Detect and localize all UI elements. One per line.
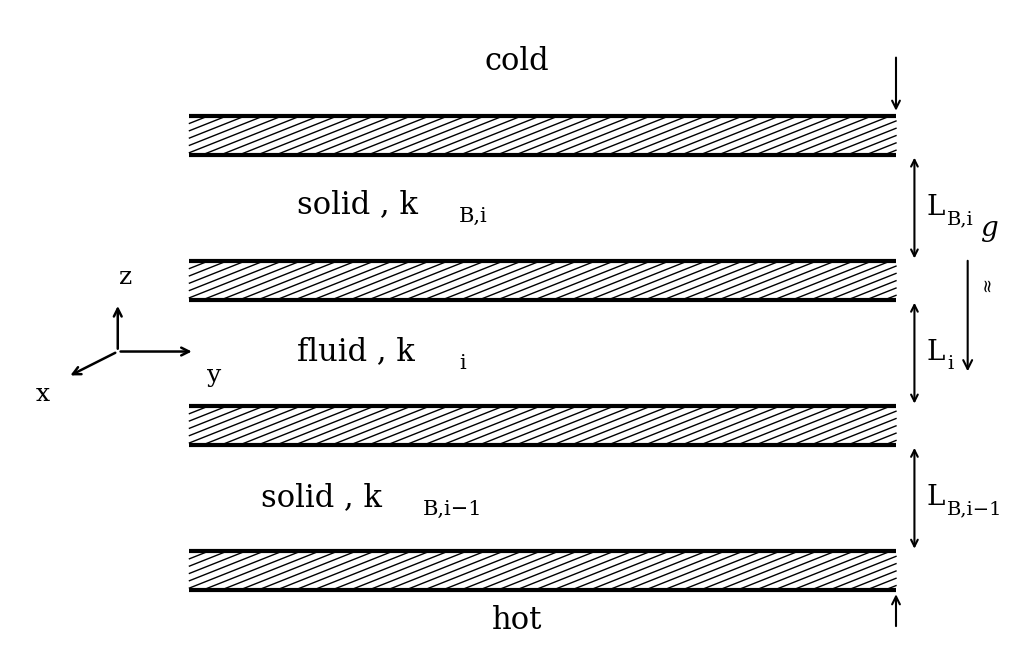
Text: B,i: B,i (459, 206, 487, 226)
Text: L: L (927, 339, 945, 366)
Text: i: i (947, 355, 953, 373)
Text: L: L (927, 484, 945, 511)
Text: z: z (120, 266, 132, 289)
Text: ≈: ≈ (979, 277, 997, 292)
Text: cold: cold (484, 46, 550, 77)
Text: B,i−1: B,i−1 (423, 500, 482, 519)
Text: L: L (927, 194, 945, 221)
Text: B,i−1: B,i−1 (947, 501, 1002, 519)
Text: B,i: B,i (947, 210, 974, 228)
Text: g: g (980, 215, 997, 242)
Text: solid , k: solid , k (261, 482, 382, 513)
Text: fluid , k: fluid , k (297, 336, 415, 367)
Text: y: y (207, 364, 221, 388)
Text: hot: hot (492, 605, 543, 636)
Text: x: x (36, 383, 49, 406)
Text: solid , k: solid , k (297, 189, 418, 220)
Text: i: i (459, 353, 466, 373)
